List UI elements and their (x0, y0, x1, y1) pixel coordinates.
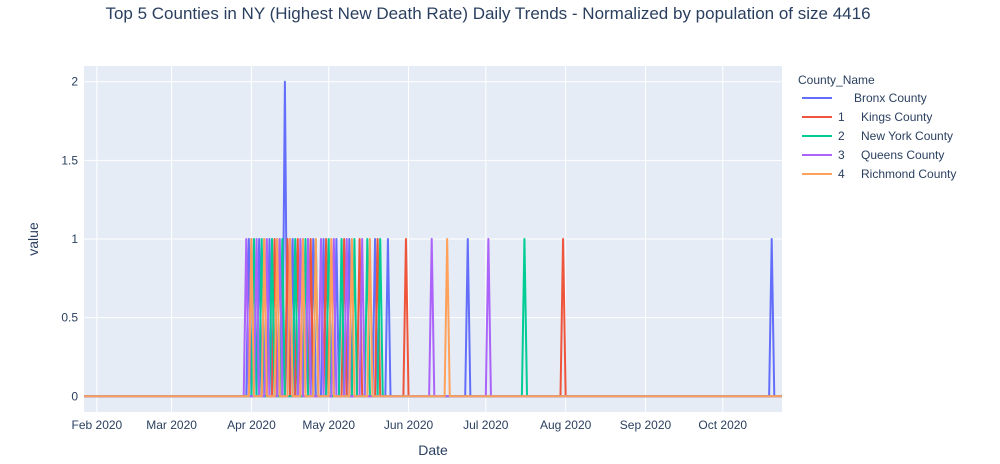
legend-item[interactable]: Bronx County (802, 91, 927, 105)
x-tick-label: Jul 2020 (463, 418, 509, 432)
x-tick-label: Oct 2020 (698, 418, 747, 432)
x-tick-label: Feb 2020 (72, 418, 123, 432)
x-tick-label: Apr 2020 (227, 418, 276, 432)
x-tick-label: May 2020 (302, 418, 355, 432)
legend-item[interactable]: 1 Kings County (802, 110, 932, 124)
series-line-richmond-county (84, 238, 782, 398)
series-lines (84, 80, 782, 398)
legend-item[interactable]: 2 New York County (802, 129, 953, 143)
legend-item[interactable]: 4 Richmond County (802, 167, 956, 181)
legend-label: 4 Richmond County (838, 167, 956, 181)
y-tick-label: 1.5 (61, 153, 78, 167)
x-tick-label: Sep 2020 (620, 418, 672, 432)
chart-title: Top 5 Counties in NY (Highest New Death … (105, 4, 870, 23)
legend[interactable]: County_Name Bronx County 1 Kings County 2 Ne… (798, 73, 956, 181)
y-axis-ticks: 0 0.5 1 1.5 2 (61, 75, 78, 404)
y-tick-label: 0 (71, 389, 78, 403)
x-axis-label: Date (418, 442, 448, 458)
x-axis-ticks: Feb 2020 Mar 2020 Apr 2020 May 2020 Jun 2020… (72, 418, 748, 432)
x-tick-label: Jun 2020 (384, 418, 434, 432)
x-tick-label: Mar 2020 (146, 418, 197, 432)
legend-title: County_Name (798, 73, 875, 87)
legend-label: 1 Kings County (838, 110, 932, 124)
legend-label: 3 Queens County (838, 148, 944, 162)
legend-item[interactable]: 3 Queens County (802, 148, 944, 162)
y-tick-label: 2 (71, 75, 78, 89)
x-tick-label: Aug 2020 (540, 418, 592, 432)
y-tick-label: 1 (71, 232, 78, 246)
y-tick-label: 0.5 (61, 311, 78, 325)
legend-label: Bronx County (854, 91, 927, 105)
y-axis-label: value (25, 222, 41, 256)
legend-label: 2 New York County (838, 129, 953, 143)
